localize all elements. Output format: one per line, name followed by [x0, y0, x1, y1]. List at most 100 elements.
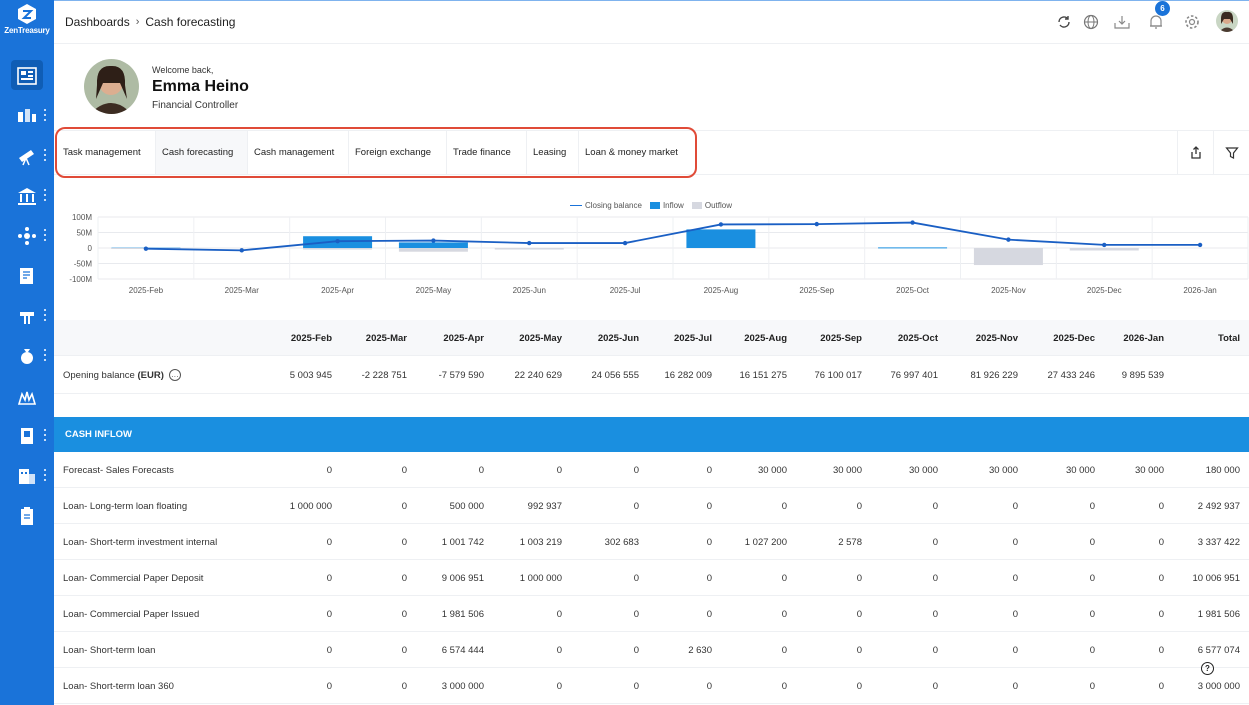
row-label: Forecast- Sales Forecasts [63, 464, 174, 476]
x-tick-label: 2025-Sep [799, 286, 834, 295]
legend-outflow[interactable]: Outflow [691, 201, 732, 210]
table-row[interactable]: Loan- Long-term loan floating 1 000 000 0 5… [54, 488, 1249, 524]
ship-icon [20, 312, 34, 324]
sidebar: ZenTreasury [0, 0, 54, 705]
chevron-right-icon: › [135, 16, 140, 28]
table-cell: 3 000 000 [1197, 680, 1240, 692]
table-cell: 1 000 000 [289, 500, 332, 512]
sidebar-item-money[interactable] [0, 340, 54, 372]
table-cell: 0 [706, 680, 712, 692]
tab-cash-forecasting[interactable]: Cash forecasting [156, 131, 248, 174]
sidebar-item-bank[interactable] [0, 180, 54, 212]
chart-legend: Closing balance Inflow Outflow [570, 201, 732, 210]
table-cell: 0 [326, 536, 332, 548]
export-button[interactable] [1177, 131, 1213, 174]
table-row[interactable]: Loan- Commercial Paper Issued 0 0 1 981 506… [54, 596, 1249, 632]
table-cell: 0 [706, 572, 712, 584]
more-dots-icon[interactable] [44, 149, 47, 163]
table-cell: 0 [401, 536, 407, 548]
more-info-icon[interactable]: … [168, 369, 181, 381]
user-avatar[interactable] [1216, 10, 1238, 32]
more-dots-icon[interactable] [44, 429, 47, 443]
tab-cash-management[interactable]: Cash management [248, 131, 349, 174]
table-cell: 0 [856, 572, 862, 584]
row-label: Loan- Short-term loan [63, 644, 156, 656]
table-cell: 0 [1158, 536, 1164, 548]
table-cell: 0 [633, 608, 639, 620]
tab-leasing[interactable]: Leasing [527, 131, 579, 174]
outflow-bar [494, 248, 564, 250]
y-tick-label: 100M [72, 213, 92, 222]
tab-foreign-exchange[interactable]: Foreign exchange [349, 131, 447, 174]
sidebar-item-forecast[interactable] [0, 140, 54, 172]
x-tick-label: 2026-Jan [1183, 286, 1216, 295]
table-cell: 0 [932, 500, 938, 512]
table-cell: 30 000 [1065, 464, 1095, 476]
more-dots-icon[interactable] [44, 109, 47, 123]
breadcrumb: Dashboards › Cash forecasting [65, 15, 235, 29]
sidebar-item-exchange[interactable] [0, 220, 54, 252]
table-row[interactable]: Loan- Commercial Paper Deposit 0 0 9 006 95… [54, 560, 1249, 596]
logo[interactable]: ZenTreasury [0, 3, 54, 35]
table-row[interactable]: Loan- Short-term loan 360 0 0 3 000 000 0 0 0 0… [54, 668, 1249, 704]
report-book-icon [21, 428, 33, 444]
filter-button[interactable] [1213, 131, 1249, 174]
inflow-bar [686, 229, 756, 248]
more-dots-icon[interactable] [44, 309, 47, 323]
y-tick-label: 0 [88, 244, 93, 253]
sidebar-item-cash[interactable] [0, 100, 54, 132]
cash-inflow-section[interactable]: CASH INFLOW [54, 417, 1249, 452]
more-dots-icon[interactable] [44, 229, 47, 243]
table-row[interactable]: Loan- Short-term investment internal 0 0 1 … [54, 524, 1249, 560]
tab-loan-money-market[interactable]: Loan & money market [585, 147, 678, 158]
table-cell: 0 [401, 572, 407, 584]
sidebar-item-leasing[interactable] [0, 380, 54, 412]
tab-trade-finance[interactable]: Trade finance [447, 131, 527, 174]
closing-balance-point [1102, 242, 1107, 248]
sidebar-item-trade[interactable] [0, 300, 54, 332]
legend-inflow[interactable]: Inflow [649, 201, 684, 210]
x-tick-label: 2025-Mar [225, 286, 260, 295]
table-cell: 0 [932, 644, 938, 656]
tab-task-management[interactable]: Task management [57, 131, 156, 174]
more-dots-icon[interactable] [44, 469, 47, 483]
table-cell: 2 578 [838, 536, 862, 548]
table-cell: 500 000 [449, 500, 484, 512]
table-cell: 0 [1089, 680, 1095, 692]
table-row[interactable]: Forecast- Sales Forecasts 0 0 0 0 0 0 30 000 30 … [54, 452, 1249, 488]
x-tick-label: 2025-Oct [896, 286, 930, 295]
column-header: 2026-Jan [1123, 332, 1164, 344]
help-icon[interactable]: ? [1201, 662, 1214, 675]
column-header: 2025-May [519, 332, 562, 344]
inbox-download-icon[interactable] [1113, 13, 1131, 31]
table-cell: 0 [1012, 536, 1018, 548]
sidebar-item-entities[interactable] [0, 460, 54, 492]
more-dots-icon[interactable] [44, 349, 47, 363]
filter-icon [1225, 147, 1239, 159]
breadcrumb-dashboards[interactable]: Dashboards [65, 15, 130, 29]
closing-balance-point [1006, 237, 1011, 242]
table-cell: 0 [633, 464, 639, 476]
globe-icon[interactable] [1082, 13, 1100, 31]
table-cell: 0 [401, 644, 407, 656]
opening-balance-value: 16 151 275 [739, 369, 787, 381]
bell-icon[interactable] [1147, 13, 1165, 31]
sidebar-item-reports[interactable] [0, 420, 54, 452]
gear-icon[interactable] [1183, 13, 1201, 31]
table-cell: 3 000 000 [441, 680, 484, 692]
table-row[interactable]: Loan- Short-term loan 0 0 6 574 444 0 0 2 630 0… [54, 632, 1249, 668]
sidebar-item-dashboards[interactable] [0, 60, 54, 92]
refresh-icon[interactable] [1055, 13, 1073, 31]
column-header: 2025-Apr [443, 332, 484, 344]
legend-closing-balance[interactable]: Closing balance [570, 201, 642, 210]
sidebar-item-documents[interactable] [0, 260, 54, 292]
x-tick-label: 2025-Jun [513, 286, 546, 295]
opening-balance-value: 27 433 246 [1047, 369, 1095, 381]
row-label: Loan- Commercial Paper Issued [63, 608, 200, 620]
table-cell: 0 [1158, 608, 1164, 620]
table-cell: 1 981 506 [1197, 608, 1240, 620]
closing-balance-point [622, 240, 628, 246]
more-dots-icon[interactable] [44, 189, 47, 203]
sidebar-item-tasks[interactable] [0, 500, 54, 532]
column-header: 2025-Mar [365, 332, 407, 344]
